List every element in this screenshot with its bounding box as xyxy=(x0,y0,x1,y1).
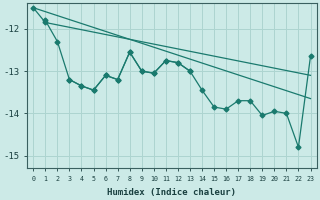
X-axis label: Humidex (Indice chaleur): Humidex (Indice chaleur) xyxy=(108,188,236,197)
